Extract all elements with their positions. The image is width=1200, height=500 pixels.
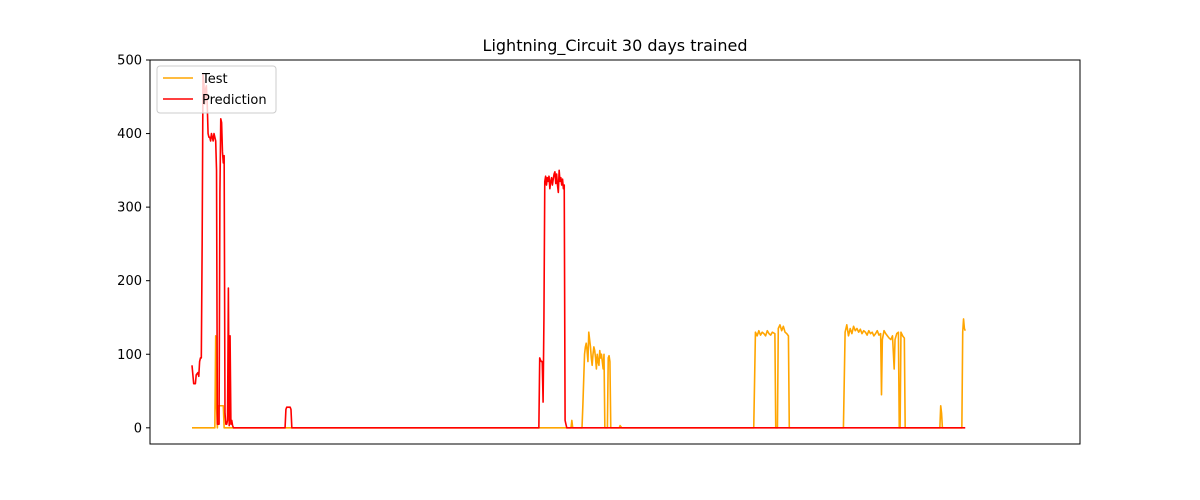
legend: Test Prediction — [156, 65, 277, 114]
y-axis: 0 100 200 300 400 500 — [117, 54, 150, 436]
y-tick-label-500: 500 — [117, 54, 142, 69]
chart-title: Lightning_Circuit 30 days trained — [483, 36, 748, 56]
y-tick-label-400: 400 — [117, 127, 142, 142]
y-tick-label-300: 300 — [117, 201, 142, 216]
legend-label-prediction: Prediction — [202, 93, 267, 108]
y-tick-label-100: 100 — [117, 348, 142, 363]
plot-frame — [149, 59, 1081, 445]
legend-label-test: Test — [201, 72, 228, 87]
y-tick-label-200: 200 — [117, 274, 142, 289]
y-tick-label-0: 0 — [134, 421, 142, 436]
